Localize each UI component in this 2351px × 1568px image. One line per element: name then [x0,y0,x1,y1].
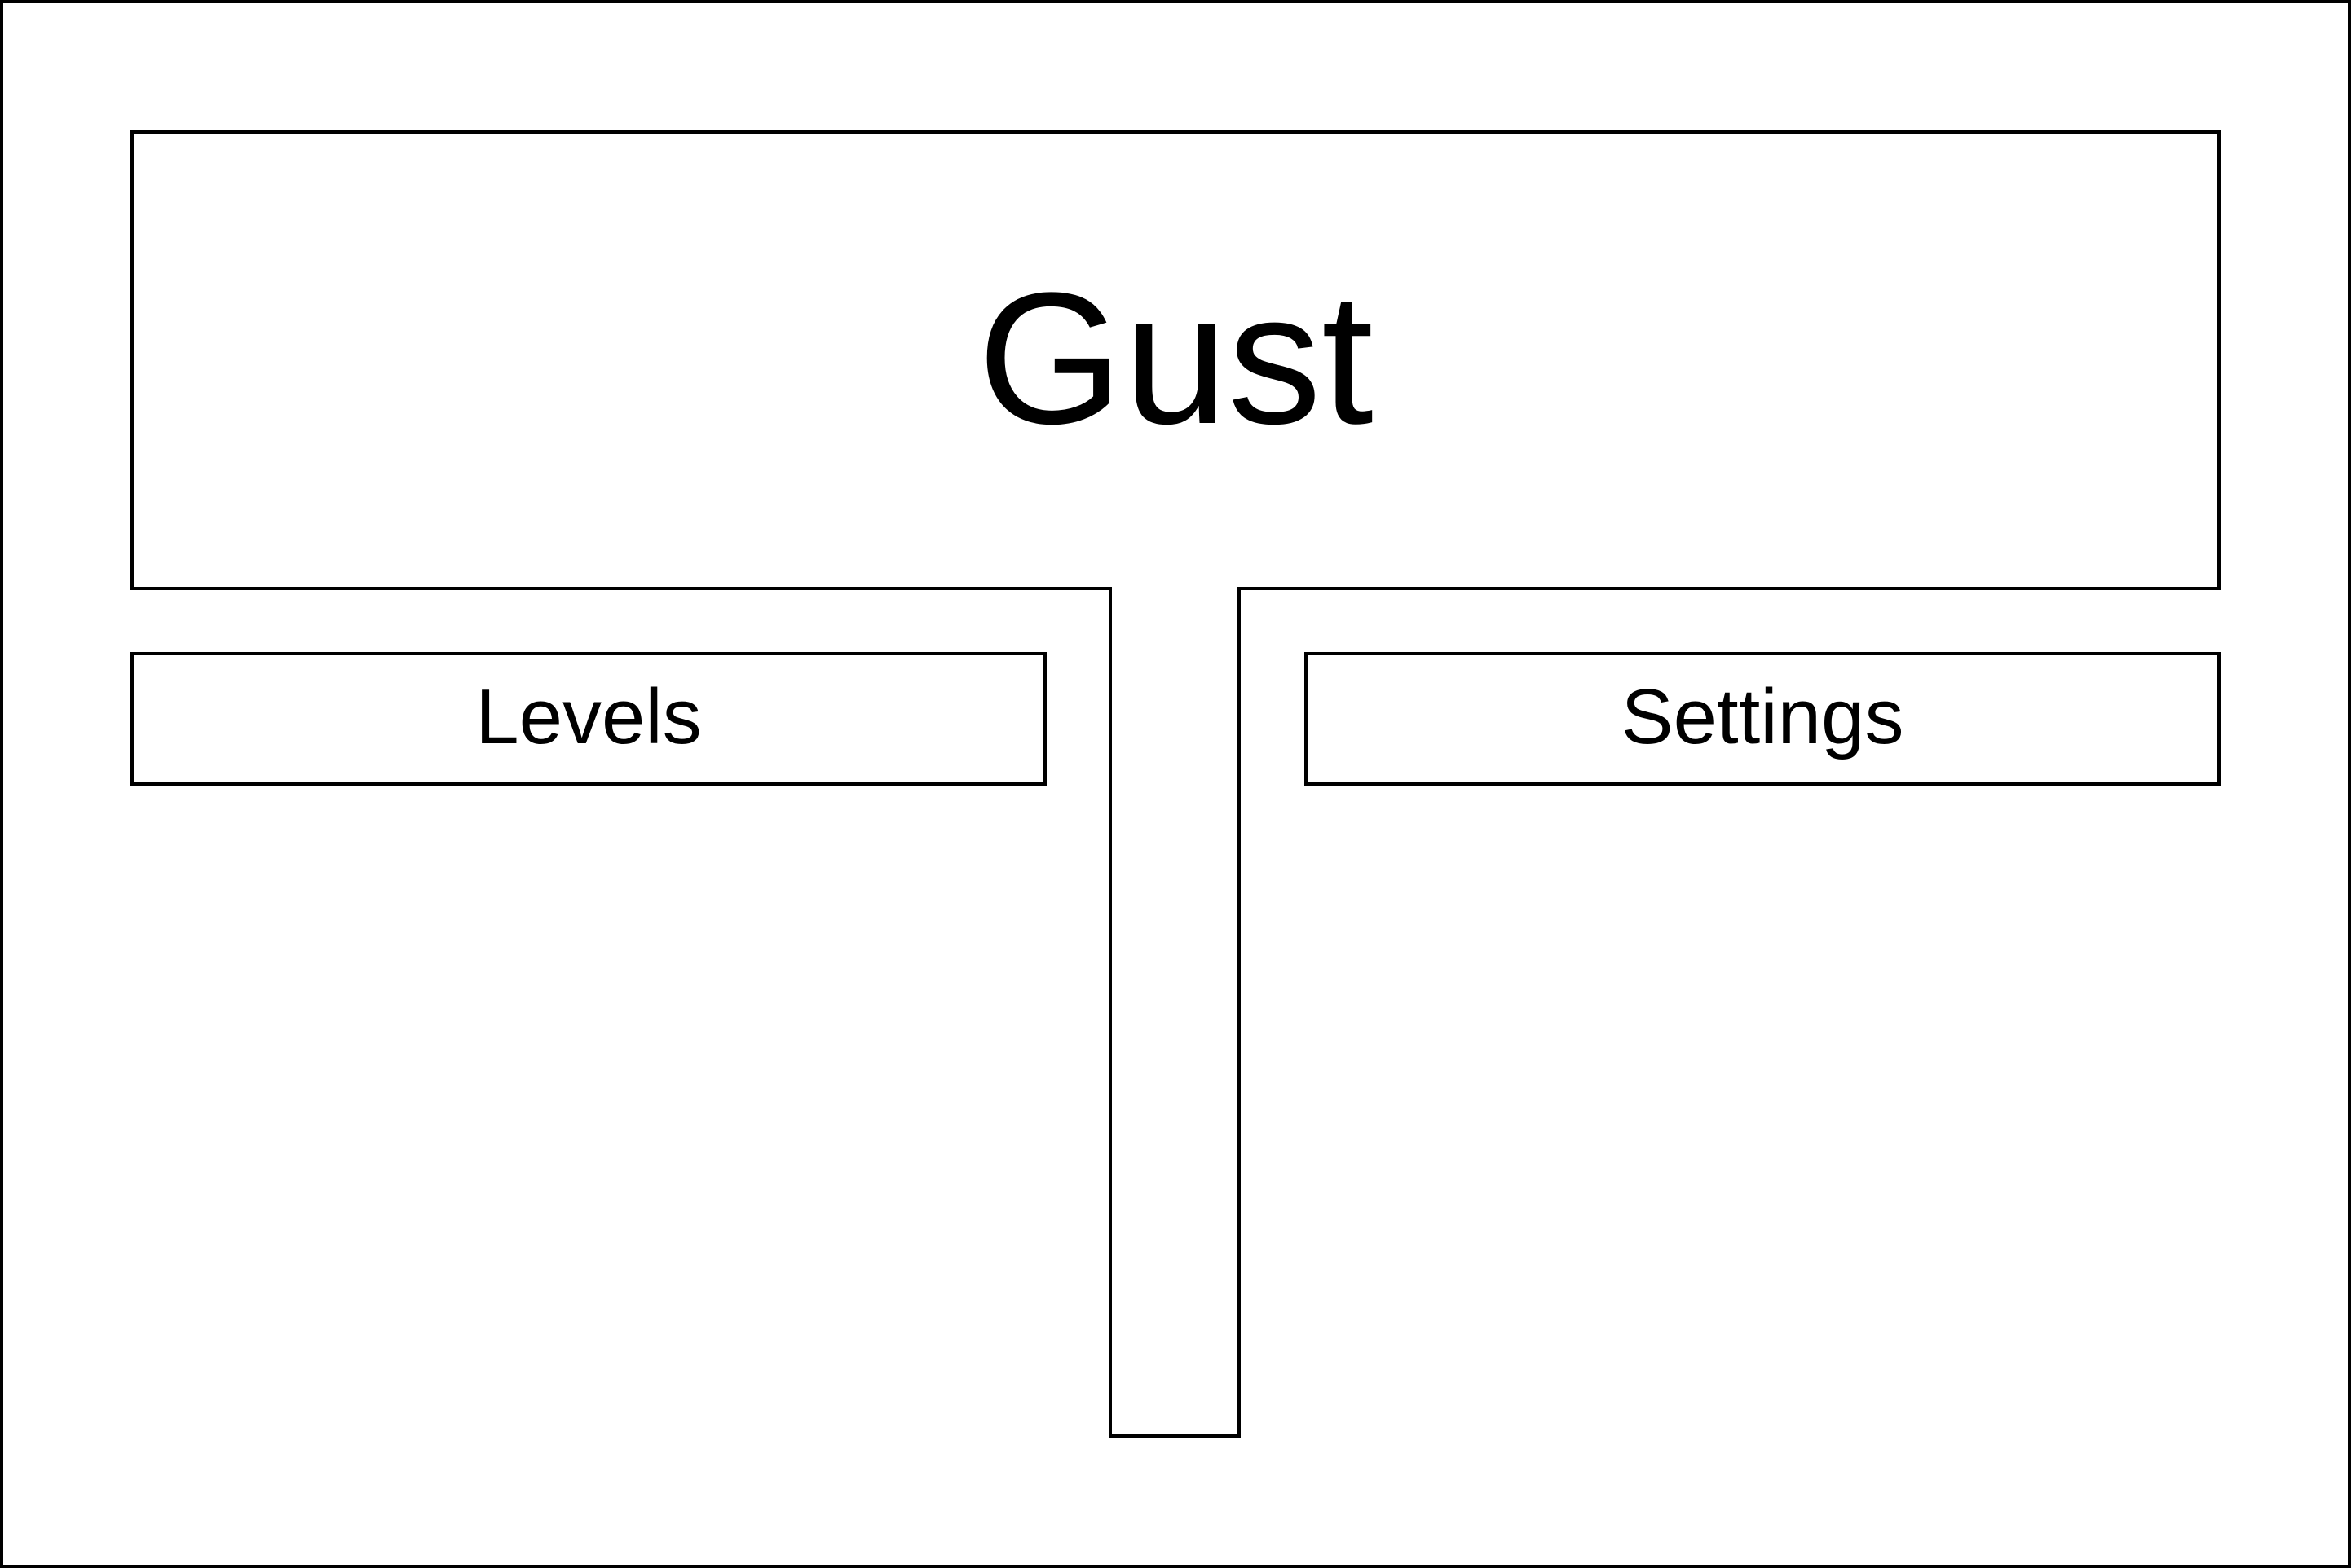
settings-button-label: Settings [1621,673,1904,760]
levels-button[interactable]: Levels [130,652,1047,786]
settings-button[interactable]: Settings [1304,652,2221,786]
game-title: Gust [977,253,1374,463]
levels-button-label: Levels [475,673,702,760]
